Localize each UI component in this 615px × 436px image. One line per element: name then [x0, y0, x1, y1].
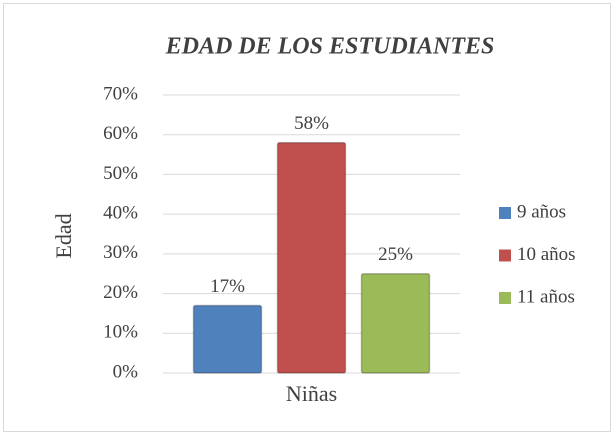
data-label: 17% [210, 276, 245, 297]
data-label: 58% [294, 113, 329, 134]
y-axis-label: Edad [51, 213, 76, 258]
y-tick-label: 40% [103, 203, 138, 224]
chart-title: EDAD DE LOS ESTUDIANTES [165, 34, 495, 60]
y-tick-label: 70% [103, 83, 138, 104]
legend-swatch [499, 207, 511, 219]
bar [276, 141, 347, 374]
y-tick-label: 50% [103, 163, 138, 184]
y-tick-label: 30% [103, 242, 138, 263]
data-label: 25% [378, 244, 413, 265]
legend-label: 11 años [517, 286, 575, 307]
bar [360, 272, 431, 374]
legend-swatch [499, 249, 511, 262]
x-tick-label: Niñas [286, 381, 337, 406]
bar [192, 304, 263, 374]
y-tick-label: 10% [103, 322, 138, 343]
y-tick-label: 0% [113, 361, 139, 382]
legend-label: 9 años [517, 201, 566, 222]
y-tick-label: 20% [103, 282, 138, 303]
legend-label: 10 años [517, 244, 576, 265]
legend-swatch [499, 292, 511, 304]
y-tick-label: 60% [103, 123, 138, 144]
